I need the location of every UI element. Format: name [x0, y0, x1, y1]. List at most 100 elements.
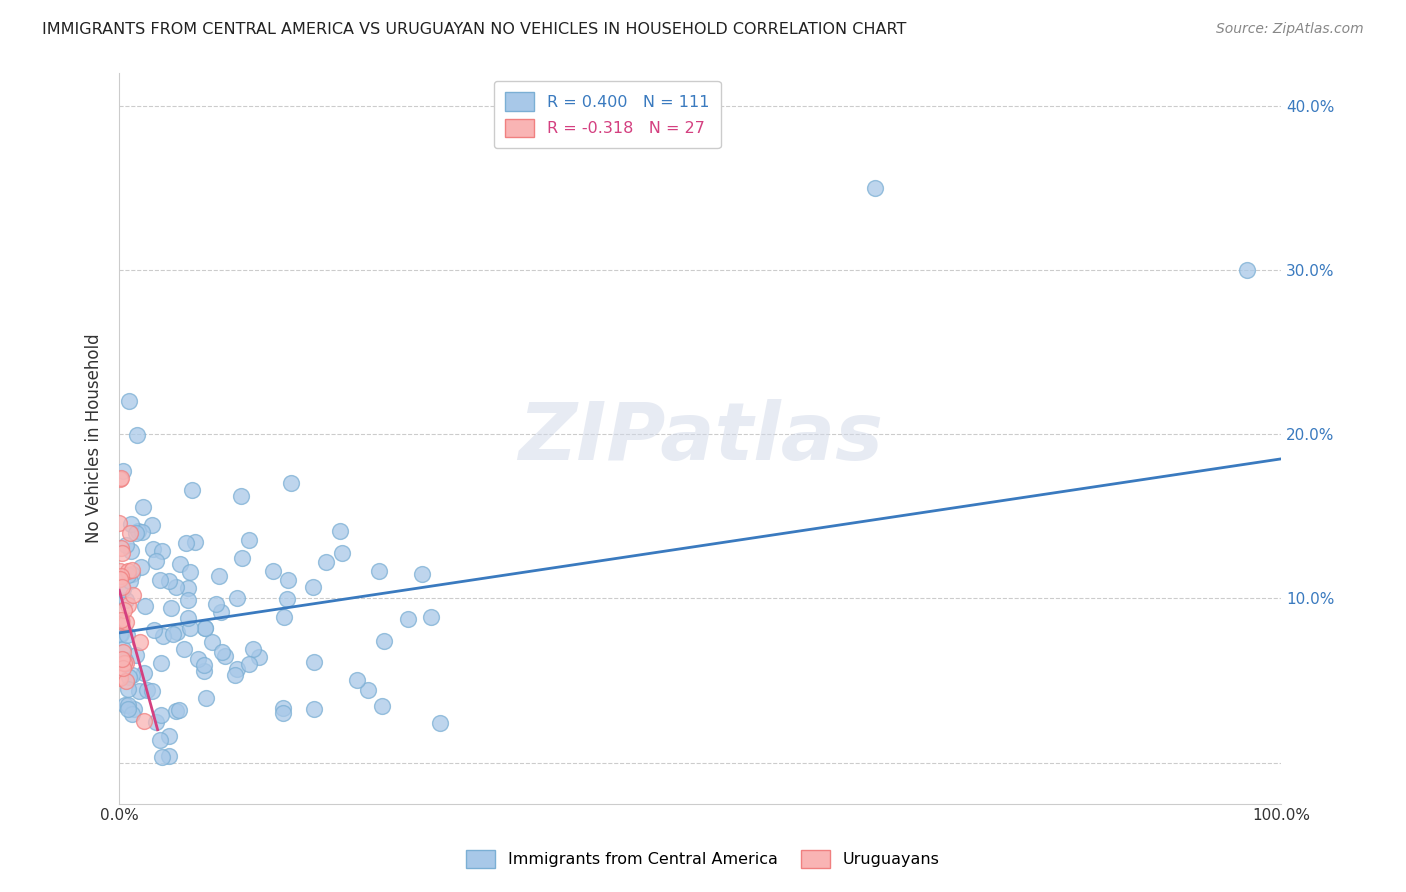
Point [157, 749, 180, 764]
Point [242, 641, 264, 656]
Point [127, 524, 149, 539]
Point [863, 181, 886, 195]
Legend: R = 0.400   N = 111, R = -0.318   N = 27: R = 0.400 N = 111, R = -0.318 N = 27 [494, 81, 720, 148]
Point [114, 698, 136, 713]
Point [111, 615, 134, 629]
Point [411, 567, 433, 582]
Point [114, 653, 136, 667]
Point [1236, 263, 1258, 277]
Point [112, 602, 135, 616]
Point [200, 635, 222, 649]
Point [111, 652, 134, 666]
Point [110, 572, 132, 586]
Point [145, 553, 167, 567]
Point [115, 615, 138, 629]
Text: Source: ZipAtlas.com: Source: ZipAtlas.com [1216, 22, 1364, 37]
Point [165, 581, 187, 595]
Point [117, 598, 139, 612]
Point [193, 657, 215, 672]
Point [110, 472, 132, 486]
Point [108, 627, 131, 641]
Point [177, 611, 200, 625]
Point [429, 716, 451, 731]
Point [120, 544, 142, 558]
Point [373, 634, 395, 648]
Point [226, 662, 249, 676]
Point [179, 621, 201, 635]
Point [118, 670, 141, 684]
Point [193, 664, 215, 678]
Point [120, 516, 142, 531]
Point [346, 673, 368, 687]
Point [173, 641, 195, 656]
Point [112, 464, 135, 478]
Point [121, 566, 143, 581]
Point [174, 536, 197, 550]
Point [121, 668, 143, 682]
Point [110, 569, 132, 583]
Point [117, 702, 139, 716]
Point [207, 569, 229, 583]
Point [110, 627, 132, 641]
Point [114, 673, 136, 688]
Point [177, 581, 200, 595]
Point [110, 613, 132, 627]
Point [124, 648, 146, 663]
Point [121, 706, 143, 721]
Point [226, 591, 249, 606]
Point [368, 565, 391, 579]
Point [277, 573, 299, 587]
Point [114, 657, 136, 671]
Point [165, 705, 187, 719]
Point [195, 691, 218, 706]
Point [121, 563, 143, 577]
Point [194, 621, 217, 635]
Point [115, 628, 138, 642]
Point [128, 684, 150, 698]
Point [111, 582, 134, 596]
Point [110, 564, 132, 578]
Point [419, 610, 441, 624]
Point [129, 635, 152, 649]
Point [108, 516, 131, 530]
Point [129, 560, 152, 574]
Point [141, 518, 163, 533]
Point [262, 564, 284, 578]
Legend: Immigrants from Central America, Uruguayans: Immigrants from Central America, Uruguay… [456, 838, 950, 880]
Point [142, 542, 165, 557]
Point [117, 698, 139, 712]
Point [108, 671, 131, 685]
Point [302, 581, 325, 595]
Point [134, 599, 156, 613]
Point [149, 732, 172, 747]
Point [114, 656, 136, 670]
Point [145, 715, 167, 730]
Point [136, 683, 159, 698]
Point [132, 665, 155, 680]
Point [238, 533, 260, 547]
Point [179, 565, 201, 579]
Point [110, 541, 132, 556]
Point [231, 551, 253, 566]
Point [247, 650, 270, 665]
Point [117, 394, 139, 409]
Text: ZIPatlas: ZIPatlas [517, 400, 883, 477]
Point [162, 627, 184, 641]
Point [302, 702, 325, 716]
Point [187, 652, 209, 666]
Point [330, 546, 353, 560]
Point [112, 661, 135, 675]
Point [150, 707, 173, 722]
Point [396, 612, 419, 626]
Point [117, 568, 139, 582]
Point [184, 535, 207, 549]
Point [273, 610, 295, 624]
Point [280, 476, 302, 491]
Point [111, 645, 134, 659]
Point [371, 698, 394, 713]
Point [110, 471, 132, 485]
Point [132, 714, 155, 729]
Point [211, 645, 233, 659]
Point [271, 701, 294, 715]
Point [132, 500, 155, 514]
